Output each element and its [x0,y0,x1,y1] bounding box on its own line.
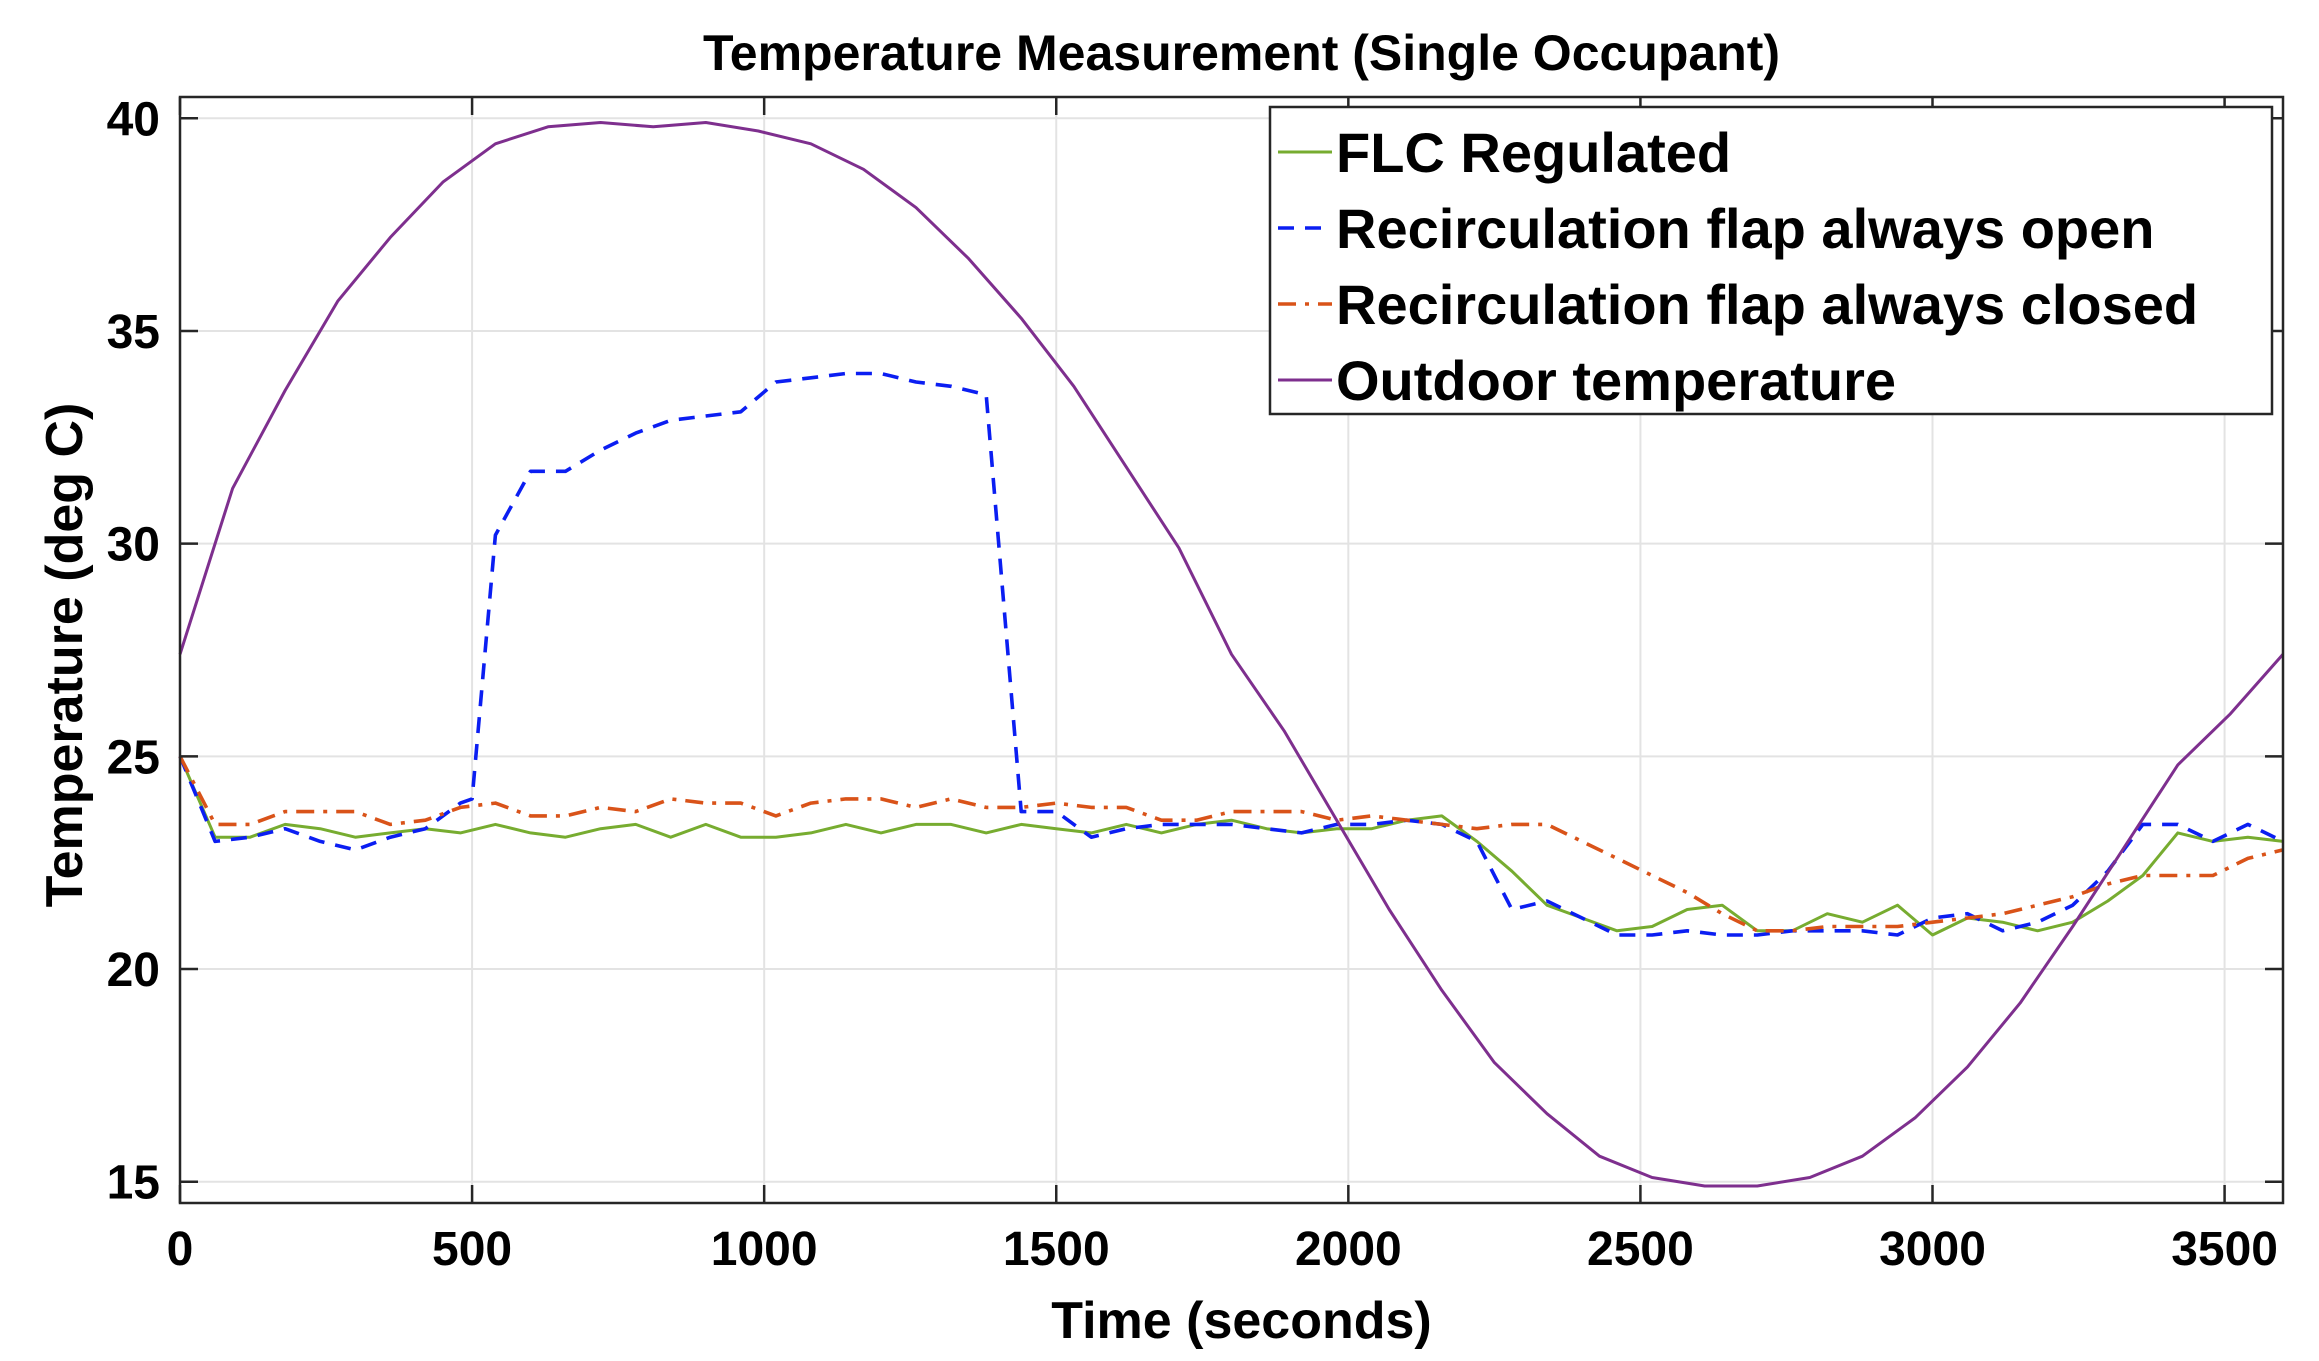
series-group [178,121,2285,1188]
series-line-2 [178,371,2284,937]
chart-title: Temperature Measurement (Single Occupant… [703,25,1780,81]
series-line-4 [178,121,2285,1188]
x-tick-label: 3000 [1879,1223,1986,1276]
legend-label-4: Outdoor temperature [1336,349,1896,412]
y-tick-label: 25 [107,731,160,784]
legend-box [1268,105,2274,416]
y-tick-label: 15 [107,1157,160,1210]
x-tick-label: 0 [167,1223,194,1276]
y-tick-label: 40 [107,93,160,146]
x-axis-label: Time (seconds) [1051,1292,1431,1350]
legend-label-2: Recirculation flap always open [1336,197,2154,260]
series-line-3 [178,755,2284,933]
plot-frame [178,95,2285,1205]
x-tick-label: 1000 [711,1223,818,1276]
tick-labels: 0 500 1000 1500 2000 2500 3000 3500 15 20 25 30 35 40 [107,93,2278,1276]
x-tick-label: 3500 [2171,1223,2278,1276]
legend-label-1: FLC Regulated [1336,121,1731,184]
x-tick-label: 500 [432,1223,512,1276]
y-tick-label: 30 [107,519,160,572]
x-tick-label: 2500 [1587,1223,1694,1276]
y-tick-label: 35 [107,306,160,359]
y-tick-label: 20 [107,944,160,997]
legend: FLC Regulated Recirculation flap always o… [1268,105,2274,416]
legend-label-3: Recirculation flap always closed [1336,273,2198,336]
axes [178,95,2285,1205]
y-axis-label: Temperature (deg C) [36,403,94,908]
x-tick-label: 2000 [1295,1223,1402,1276]
x-tick-label: 1500 [1003,1223,1110,1276]
series-line-1 [178,755,2284,937]
